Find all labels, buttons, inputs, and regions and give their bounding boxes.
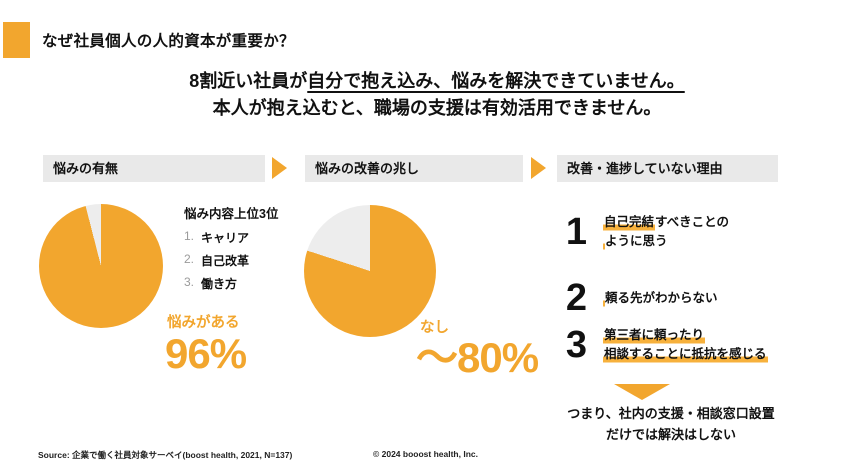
title-accent-square — [3, 22, 30, 58]
worry-result-value: 96% — [165, 330, 247, 377]
lead-line1-underlined: 自分で抱え込み、悩みを解決できていません。 — [307, 71, 685, 91]
pie-chart-improvement-sign — [304, 205, 436, 337]
reason-row: 1 自己完結すべきことの ように思う — [563, 213, 729, 251]
reason-text: 第三者に頼ったり 相談することに抵抗を感じる — [603, 328, 768, 363]
copyright-note: © 2024 booost health, Inc. — [373, 449, 478, 459]
pie-chart-worry-presence — [39, 204, 163, 328]
list-item: 3. 働き方 — [184, 275, 238, 291]
source-note: Source: 企業で働く社員対象サーベイ(boost health, 2021… — [38, 450, 293, 460]
list-item: 1. キャリア — [184, 229, 250, 245]
top3-title: 悩み内容上位3位 — [184, 207, 279, 221]
conclusion-text: つまり、社内の支援・相談窓口設置 だけでは解決はしない — [567, 406, 775, 442]
reason-text: 自己完結すべきことの ように思う — [603, 215, 730, 250]
page-title: なぜ社員個人の人的資本が重要か？ — [42, 33, 295, 50]
top3-worries-list: 悩み内容上位3位 1. キャリア 2. 自己改革 3. 働き方 — [184, 203, 278, 298]
worry-result-label: 悩みがある — [167, 315, 240, 331]
lead-line1: 8割近い社員が自分で抱え込み、悩みを解決できていません。 — [189, 71, 685, 91]
step-header-improvement-sign: 悩みの改善の兆し — [305, 155, 523, 182]
list-item: 2. 自己改革 — [184, 252, 250, 268]
reason-row: 3 第三者に頼ったり 相談することに抵抗を感じる — [563, 326, 768, 364]
reason-number: 1 — [565, 211, 588, 253]
improvement-result-value: ～80% — [416, 334, 539, 381]
arrow-right-icon — [272, 157, 287, 179]
reason-row: 2 頼る先がわからない — [563, 279, 718, 317]
reason-number: 3 — [565, 324, 588, 366]
reason-text: 頼る先がわからない — [603, 290, 718, 307]
lead-line2: 本人が抱え込むと、職場の支援は有効活用できません。 — [212, 98, 662, 118]
step-header-no-progress-reason: 改善・進捗していない理由 — [557, 155, 778, 182]
reason-number: 2 — [565, 277, 588, 319]
arrow-right-icon — [531, 157, 546, 179]
arrow-down-icon — [614, 384, 670, 400]
improvement-result-label: なし — [420, 320, 449, 336]
step-header-worry-presence: 悩みの有無 — [43, 155, 265, 182]
lead-statement: 8割近い社員が自分で抱え込み、悩みを解決できていません。 本人が抱え込むと、職場… — [0, 68, 842, 122]
